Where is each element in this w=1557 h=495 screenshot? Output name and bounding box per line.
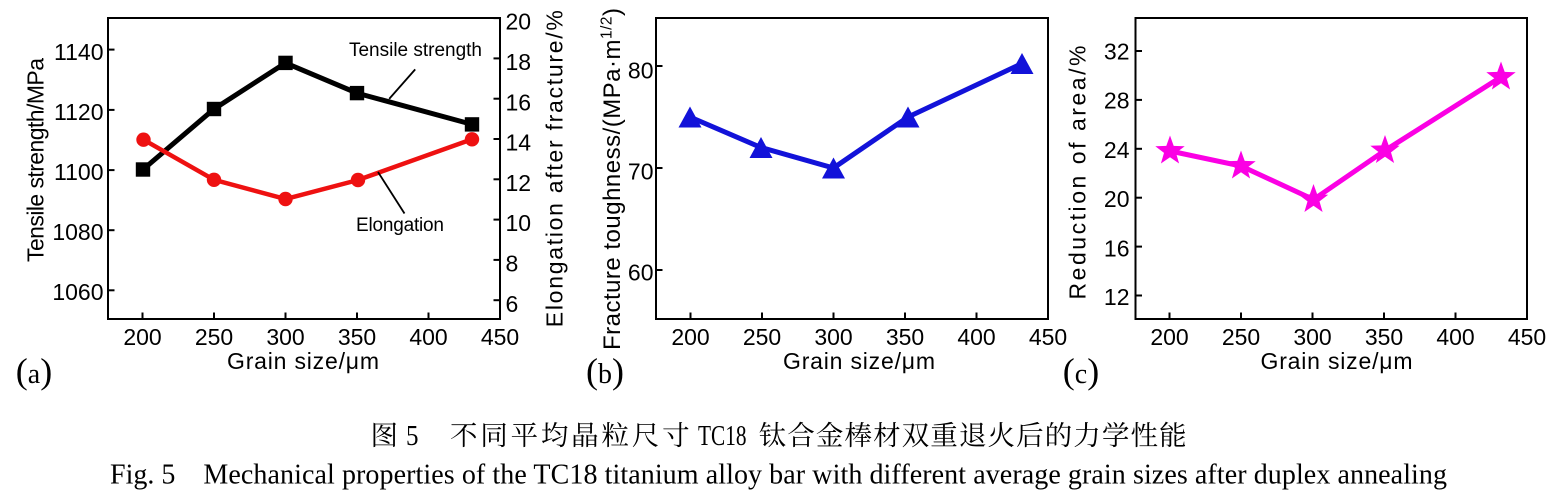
svg-text:300: 300 [266, 324, 304, 350]
svg-text:Reduction of area/%: Reduction of area/% [1064, 46, 1090, 300]
svg-text:Fig. 5: Fig. 5 [110, 460, 175, 491]
svg-text:6: 6 [506, 291, 519, 317]
svg-text:Tensile strength/MPa: Tensile strength/MPa [23, 58, 49, 262]
svg-text:1100: 1100 [54, 159, 103, 185]
svg-text:350: 350 [338, 324, 376, 350]
svg-text:(b): (b) [586, 351, 624, 391]
svg-text:14: 14 [506, 130, 532, 156]
svg-text:300: 300 [814, 324, 852, 350]
svg-text:400: 400 [957, 324, 995, 350]
svg-text:250: 250 [743, 324, 781, 350]
svg-text:20: 20 [506, 9, 532, 35]
svg-text:80: 80 [628, 57, 654, 83]
svg-text:1120: 1120 [54, 99, 103, 125]
svg-text:28: 28 [1104, 88, 1130, 114]
svg-text:(a): (a) [16, 351, 52, 391]
svg-text:250: 250 [1222, 324, 1260, 350]
svg-text:10: 10 [506, 210, 532, 236]
svg-text:Tensile strength: Tensile strength [349, 40, 482, 61]
svg-text:450: 450 [1508, 324, 1546, 350]
svg-text:Grain size/μm: Grain size/μm [227, 348, 379, 374]
svg-text:16: 16 [506, 89, 532, 115]
svg-text:20: 20 [1104, 186, 1130, 212]
svg-text:400: 400 [409, 324, 447, 350]
svg-text:350: 350 [1365, 324, 1403, 350]
svg-text:Elongation after fracture/%: Elongation after fracture/% [541, 10, 567, 327]
svg-text:16: 16 [1104, 236, 1130, 262]
svg-text:200: 200 [123, 324, 161, 350]
svg-text:Elongation: Elongation [356, 215, 444, 236]
svg-text:5: 5 [406, 421, 419, 452]
svg-text:32: 32 [1104, 39, 1130, 65]
svg-text:450: 450 [481, 324, 519, 350]
svg-text:1060: 1060 [52, 279, 103, 305]
svg-text:250: 250 [195, 324, 233, 350]
svg-text:8: 8 [506, 251, 519, 277]
svg-text:Mechanical properties of the T: Mechanical properties of the TC18 titani… [203, 460, 1447, 491]
svg-text:200: 200 [671, 324, 709, 350]
svg-text:Grain size/μm: Grain size/μm [783, 348, 935, 374]
svg-text:200: 200 [1150, 324, 1188, 350]
svg-text:Fracture toughness/(MPa·m1/2): Fracture toughness/(MPa·m1/2) [599, 8, 627, 350]
svg-text:1080: 1080 [52, 219, 103, 245]
svg-text:Grain size/μm: Grain size/μm [1261, 348, 1413, 374]
svg-text:18: 18 [506, 49, 532, 75]
svg-text:350: 350 [886, 324, 924, 350]
svg-text:1140: 1140 [54, 39, 103, 65]
svg-text:12: 12 [506, 170, 532, 196]
svg-text:TC18: TC18 [698, 420, 747, 452]
svg-text:24: 24 [1104, 137, 1130, 163]
svg-text:70: 70 [628, 158, 654, 184]
svg-text:12: 12 [1104, 284, 1130, 310]
svg-text:300: 300 [1293, 324, 1331, 350]
svg-text:450: 450 [1029, 324, 1067, 350]
svg-text:60: 60 [628, 259, 654, 285]
svg-text:(c): (c) [1063, 351, 1099, 391]
svg-text:400: 400 [1436, 324, 1474, 350]
